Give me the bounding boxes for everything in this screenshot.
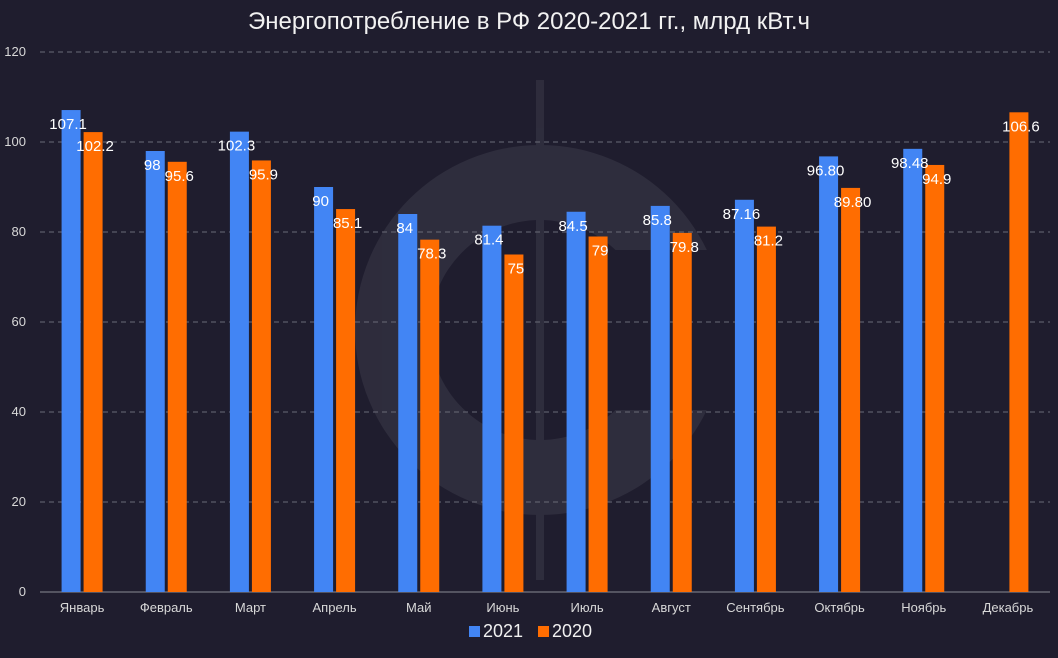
- data-label-2021: 81.4: [474, 232, 503, 249]
- bar-2020: [756, 226, 776, 592]
- y-tick-label: 80: [12, 224, 26, 239]
- bar-2020: [672, 232, 692, 592]
- bar-2021: [145, 151, 165, 592]
- data-label-2020: 106.6: [1002, 118, 1040, 135]
- bar-2021: [61, 110, 81, 593]
- bar-2020: [588, 236, 608, 592]
- bar-2021: [903, 148, 923, 592]
- x-tick-label: Февраль: [140, 600, 193, 615]
- x-tick-label: Октябрь: [814, 600, 865, 615]
- x-tick-label: Май: [406, 600, 431, 615]
- x-tick-label: Декабрь: [983, 600, 1034, 615]
- x-tick-label: Ноябрь: [901, 600, 946, 615]
- bar-2020: [83, 132, 103, 592]
- watermark-line: [536, 80, 544, 580]
- watermark-circle: [355, 145, 725, 515]
- data-label-2021: 85.8: [643, 212, 672, 229]
- grid-layer: 0 20 40 60 80 100 120: [4, 44, 1050, 599]
- legend-label-2020: 2020: [552, 621, 592, 641]
- x-tick-label: Март: [235, 600, 266, 615]
- bar-2020: [925, 164, 945, 592]
- data-label-2020: 95.6: [165, 168, 194, 185]
- y-tick-label: 100: [4, 134, 26, 149]
- bar-2021: [819, 156, 839, 592]
- bar-2021: [482, 225, 502, 592]
- legend-swatch-2021: [469, 626, 480, 637]
- y-tick-label: 40: [12, 404, 26, 419]
- y-tick-label: 120: [4, 44, 26, 59]
- data-label-2020: 79.8: [670, 239, 699, 256]
- bar-2021: [566, 211, 586, 592]
- x-tick-label: Август: [652, 600, 691, 615]
- bar-2021: [229, 131, 249, 592]
- data-label-2020: 79: [592, 243, 609, 260]
- data-label-2020: 89.80: [834, 194, 872, 211]
- chart-title: Энергопотребление в РФ 2020-2021 гг., мл…: [248, 8, 810, 35]
- y-tick-label: 20: [12, 494, 26, 509]
- bar-2021: [314, 187, 334, 592]
- bar-2020: [251, 160, 271, 592]
- data-label-2021: 90: [312, 193, 329, 210]
- data-label-2020: 85.1: [333, 215, 362, 232]
- y-tick-label: 60: [12, 314, 26, 329]
- x-tick-label: Апрель: [313, 600, 357, 615]
- data-label-2020: 78.3: [417, 246, 446, 263]
- x-tick-label: Январь: [60, 600, 105, 615]
- bar-2021: [398, 214, 418, 592]
- data-label-2021: 96.80: [807, 162, 845, 179]
- x-tick-label: Июль: [570, 600, 603, 615]
- data-label-2020: 94.9: [922, 171, 951, 188]
- data-label-2021: 107.1: [49, 116, 87, 133]
- bar-2021: [650, 205, 670, 592]
- bar-2020: [504, 254, 524, 592]
- data-label-2020: 81.2: [754, 233, 783, 250]
- bar-2020: [841, 187, 861, 592]
- x-tick-label: Июнь: [486, 600, 519, 615]
- bar-2021: [734, 199, 754, 592]
- bar-2020: [420, 239, 440, 592]
- legend-swatch-2020: [538, 626, 549, 637]
- data-label-2021: 102.3: [218, 138, 256, 155]
- data-label-2021: 84: [396, 220, 413, 237]
- data-label-2020: 75: [508, 261, 525, 278]
- legend: 2021 2020: [469, 621, 592, 641]
- data-label-2020: 95.9: [249, 166, 278, 183]
- data-label-2021: 84.5: [558, 218, 587, 235]
- bars-layer: [61, 110, 1029, 593]
- bar-2020: [1009, 112, 1029, 593]
- data-label-2021: 98: [144, 157, 161, 174]
- data-label-2021: 98.48: [891, 155, 929, 172]
- data-label-2020: 102.2: [76, 138, 114, 155]
- legend-label-2021: 2021: [483, 621, 523, 641]
- bar-2020: [336, 209, 356, 593]
- x-tick-label: Сентябрь: [726, 600, 784, 615]
- y-tick-label: 0: [19, 584, 26, 599]
- data-label-2021: 87.16: [723, 206, 761, 223]
- bar-2020: [167, 161, 187, 593]
